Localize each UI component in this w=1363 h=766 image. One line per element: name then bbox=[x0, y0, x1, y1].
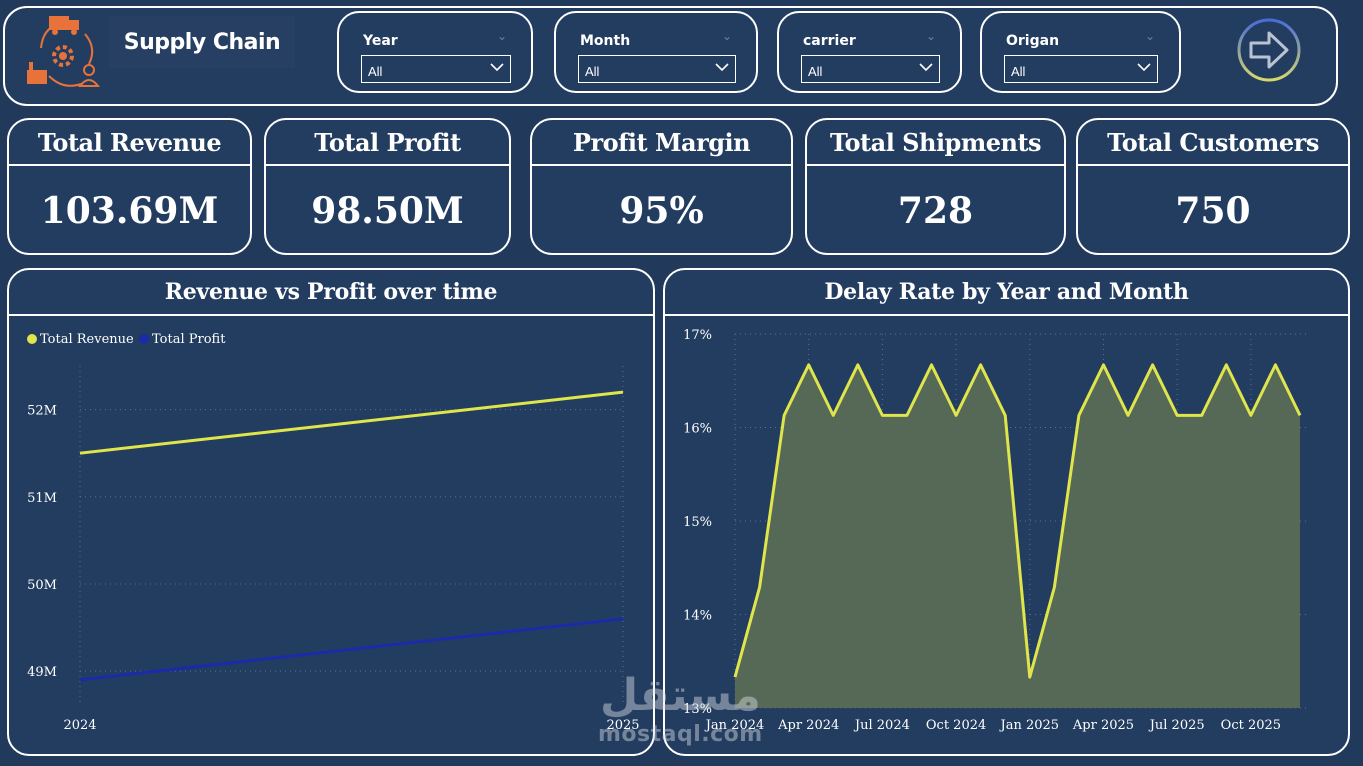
month-slicer-label: Month bbox=[580, 33, 631, 49]
chevron-down-icon[interactable] bbox=[1137, 60, 1151, 74]
kpi-value: 750 bbox=[1175, 189, 1251, 232]
y-tick-label: 50M bbox=[27, 578, 57, 593]
kpi-value: 728 bbox=[897, 189, 974, 232]
carrier-slicer: carrier ⌄ All bbox=[777, 11, 962, 93]
x-tick-label: Jul 2024 bbox=[853, 718, 910, 733]
legend-label: Total Profit bbox=[152, 332, 226, 347]
chevron-down-icon[interactable] bbox=[490, 60, 504, 74]
y-tick-label: 17% bbox=[683, 328, 712, 343]
chevron-down-icon[interactable] bbox=[919, 60, 933, 74]
kpi-value: 98.50M bbox=[311, 189, 464, 232]
carrier-slicer-label: carrier bbox=[803, 33, 856, 49]
x-tick-label: Jan 2024 bbox=[704, 718, 765, 733]
kpi-card-total-shipments: Total Shipments 728 bbox=[805, 118, 1066, 255]
chart-title: Delay Rate by Year and Month bbox=[665, 270, 1348, 316]
revenue-profit-line-chart: 2024 2025 49M 50M 51M 52M Total Revenue Total P… bbox=[27, 332, 640, 733]
header-bar: Supply Chain Year ⌄ All Month ⌄ All carr… bbox=[3, 6, 1338, 106]
supply-chain-logo-icon bbox=[27, 16, 101, 87]
x-tick-label: Jan 2025 bbox=[999, 718, 1060, 733]
month-slicer: Month ⌄ All bbox=[554, 11, 758, 93]
chevron-down-icon[interactable]: ⌄ bbox=[1144, 29, 1155, 43]
x-tick-label: Apr 2025 bbox=[1072, 718, 1134, 733]
series-line bbox=[79, 617, 624, 682]
kpi-card-profit-margin: Profit Margin 95% bbox=[530, 118, 793, 255]
x-tick-label: Oct 2025 bbox=[1221, 718, 1281, 733]
chart-title: Revenue vs Profit over time bbox=[9, 270, 653, 316]
revenue-profit-chart-panel: Revenue vs Profit over time 2024 2025 49M 5… bbox=[7, 268, 655, 756]
carrier-dropdown[interactable]: All bbox=[801, 55, 940, 83]
origin-dropdown-value: All bbox=[1011, 64, 1026, 79]
origin-slicer-label: Origan bbox=[1006, 33, 1060, 49]
chevron-down-icon[interactable]: ⌄ bbox=[721, 29, 732, 43]
kpi-card-total-profit: Total Profit 98.50M bbox=[264, 118, 511, 255]
origin-slicer: Origan ⌄ All bbox=[980, 11, 1181, 93]
year-dropdown-value: All bbox=[368, 64, 383, 79]
x-tick-label: Apr 2024 bbox=[777, 718, 839, 733]
kpi-value: 103.69M bbox=[40, 189, 219, 232]
kpi-title: Total Customers bbox=[1078, 120, 1348, 166]
app-title: Supply Chain bbox=[109, 16, 295, 68]
chevron-down-icon[interactable]: ⌄ bbox=[925, 29, 936, 43]
y-tick-label: 52M bbox=[27, 404, 57, 419]
area-fill bbox=[735, 364, 1300, 708]
kpi-card-total-revenue: Total Revenue 103.69M bbox=[7, 118, 252, 255]
y-tick-label: 49M bbox=[27, 665, 57, 680]
x-tick-label: 2024 bbox=[63, 718, 96, 733]
x-tick-label: Oct 2024 bbox=[926, 718, 986, 733]
y-tick-label: 15% bbox=[683, 515, 712, 530]
delay-rate-area-chart: Jan 2024 Apr 2024 Jul 2024 Oct 2024 Jan 2025… bbox=[683, 328, 1310, 733]
kpi-title: Profit Margin bbox=[532, 120, 791, 166]
y-tick-label: 13% bbox=[683, 702, 712, 717]
legend-label: Total Revenue bbox=[40, 332, 134, 347]
chevron-down-icon[interactable]: ⌄ bbox=[496, 29, 507, 43]
series-line bbox=[733, 363, 1302, 679]
kpi-title: Total Profit bbox=[266, 120, 509, 166]
arrow-right-icon[interactable] bbox=[1233, 14, 1305, 86]
origin-dropdown[interactable]: All bbox=[1004, 55, 1158, 83]
month-dropdown[interactable]: All bbox=[578, 55, 736, 83]
chevron-down-icon[interactable] bbox=[715, 60, 729, 74]
year-dropdown[interactable]: All bbox=[361, 55, 511, 83]
kpi-value: 95% bbox=[619, 189, 704, 232]
year-slicer: Year ⌄ All bbox=[337, 11, 533, 93]
year-slicer-label: Year bbox=[363, 33, 398, 49]
x-tick-label: Jul 2025 bbox=[1148, 718, 1205, 733]
series-line bbox=[79, 390, 624, 455]
y-tick-label: 14% bbox=[683, 609, 712, 624]
kpi-card-total-customers: Total Customers 750 bbox=[1076, 118, 1350, 255]
kpi-title: Total Shipments bbox=[807, 120, 1064, 166]
month-dropdown-value: All bbox=[585, 64, 600, 79]
delay-rate-chart-panel: Delay Rate by Year and Month Jan 2024 Apr… bbox=[663, 268, 1350, 756]
y-tick-label: 16% bbox=[683, 422, 712, 437]
legend-marker bbox=[27, 334, 37, 344]
kpi-title: Total Revenue bbox=[9, 120, 250, 166]
legend-marker bbox=[139, 334, 149, 344]
x-tick-label: 2025 bbox=[606, 718, 639, 733]
carrier-dropdown-value: All bbox=[808, 64, 823, 79]
y-tick-label: 51M bbox=[27, 491, 57, 506]
